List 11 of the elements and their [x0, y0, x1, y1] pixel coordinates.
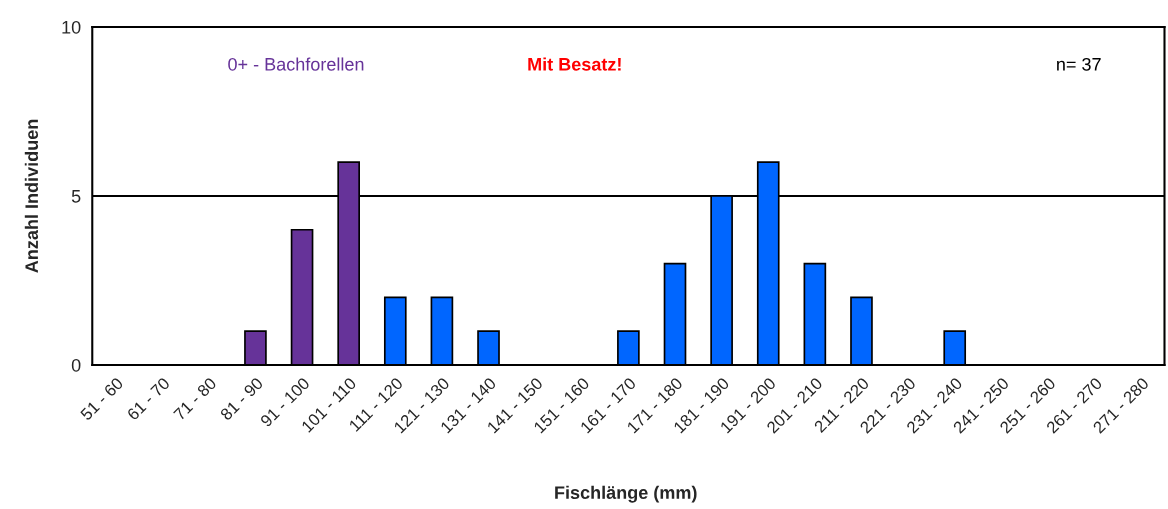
x-tick-label: 61 - 70	[126, 376, 171, 421]
annotation: 0+ - Bachforellen	[228, 57, 364, 71]
x-tick-label: 51 - 60	[79, 376, 124, 421]
annotation: n= 37	[1057, 57, 1101, 71]
y-tick-label: 5	[71, 190, 81, 203]
x-tick-label: 71 - 80	[173, 376, 218, 421]
annotation: Mit Besatz!	[528, 57, 621, 71]
y-axis-title: Anzahl Individuen	[24, 119, 39, 273]
y-tick-label: 10	[62, 20, 81, 34]
x-axis-title: Fischlänge (mm)	[555, 485, 697, 503]
y-tick-label: 0	[71, 358, 81, 372]
